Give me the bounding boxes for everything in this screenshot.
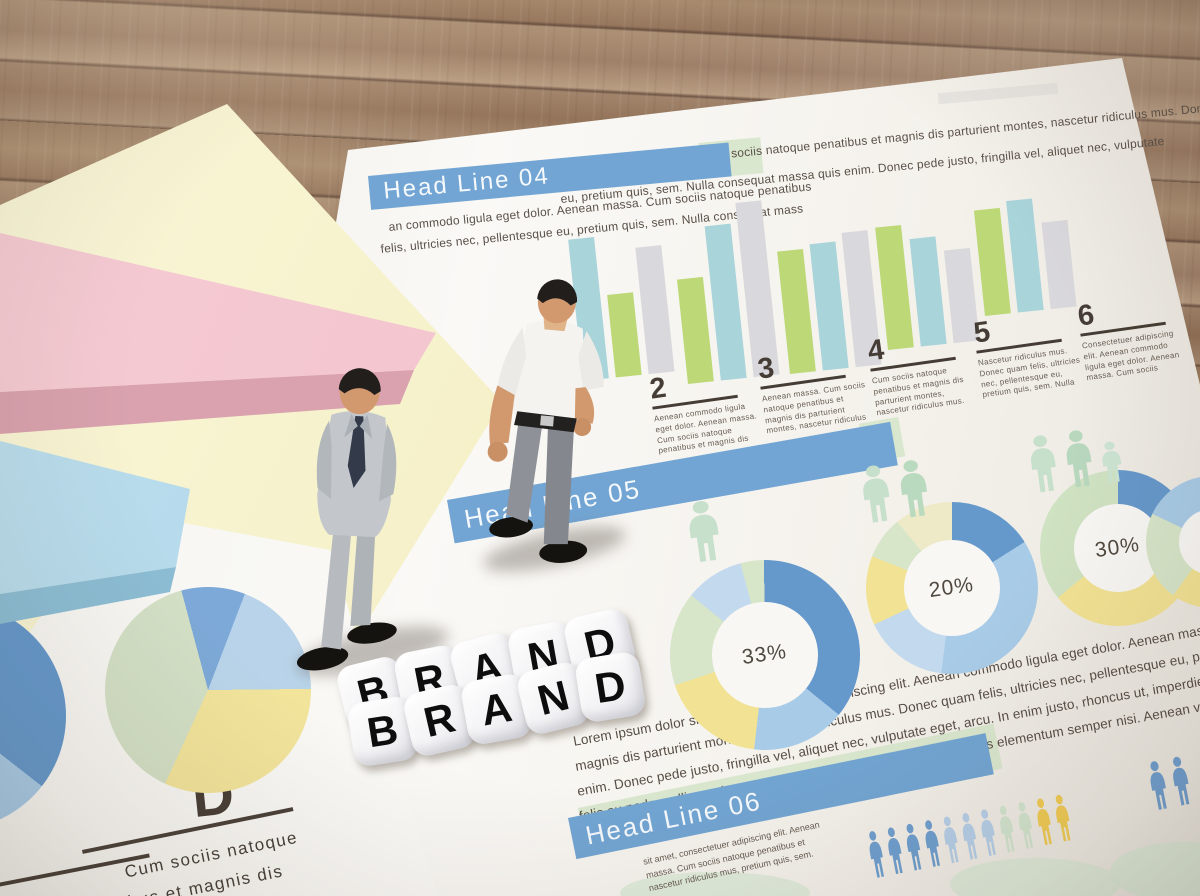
donut-chart: 33% — [670, 560, 860, 750]
figurine-suit-man — [269, 344, 437, 691]
person-icon — [1022, 432, 1064, 494]
item-number: 6 — [1075, 298, 1097, 333]
donut-value-label: 20% — [928, 572, 976, 603]
pie-chart — [105, 587, 311, 793]
person-icon — [1050, 793, 1076, 843]
item-number: 5 — [971, 315, 993, 350]
numbered-item: 6 Consectetuer adipiscing elit. Aenean com… — [1076, 290, 1182, 385]
item-number: 3 — [755, 351, 777, 386]
people-pictogram-group — [854, 457, 935, 525]
bar-blue — [1006, 198, 1044, 313]
person-icon — [1166, 754, 1195, 807]
shoe — [539, 540, 588, 563]
person-icon — [938, 814, 964, 864]
donut-chart: 20% — [866, 502, 1038, 674]
person-icon — [854, 462, 898, 524]
person-icon — [882, 825, 908, 875]
person-icon — [1144, 759, 1173, 812]
person-icon — [1031, 796, 1057, 846]
bar-blue — [809, 241, 849, 371]
donut-value-label: 33% — [741, 639, 789, 670]
people-pictogram-group — [1144, 754, 1196, 811]
bar-blue — [909, 236, 947, 347]
shoe — [489, 516, 533, 538]
person-icon — [1096, 439, 1128, 484]
person-icon — [919, 818, 945, 868]
figurine-shirt-man — [454, 256, 642, 599]
item-number: 4 — [865, 333, 887, 368]
letter-die-D: D — [573, 650, 647, 724]
item-number: 2 — [647, 371, 669, 406]
donut-value-label: 30% — [1094, 532, 1142, 563]
person-icon — [680, 498, 728, 565]
shoe — [296, 646, 349, 671]
donut-hole: 33% — [711, 601, 819, 709]
person-icon — [863, 829, 889, 879]
person-icon — [994, 804, 1020, 854]
bar-chart-group — [875, 218, 980, 350]
person-icon — [892, 457, 936, 519]
person-icon — [957, 811, 983, 861]
numbered-item: 5 Nascetur ridiculus mus. Donec quam felis… — [972, 306, 1084, 402]
person-icon — [901, 822, 927, 872]
donut-hole: 20% — [903, 539, 1001, 637]
people-pictogram-group — [863, 793, 1075, 880]
donut-hole — [1179, 509, 1200, 575]
shoe — [347, 622, 397, 644]
people-pictogram-group — [680, 498, 728, 565]
person-icon — [975, 807, 1001, 857]
bar-chart-group — [776, 230, 882, 374]
person-icon — [1013, 800, 1039, 850]
map-shape — [950, 858, 1120, 896]
bar-chart-group — [973, 195, 1077, 316]
people-pictogram-group — [1022, 423, 1127, 494]
person-icon — [1058, 427, 1100, 489]
